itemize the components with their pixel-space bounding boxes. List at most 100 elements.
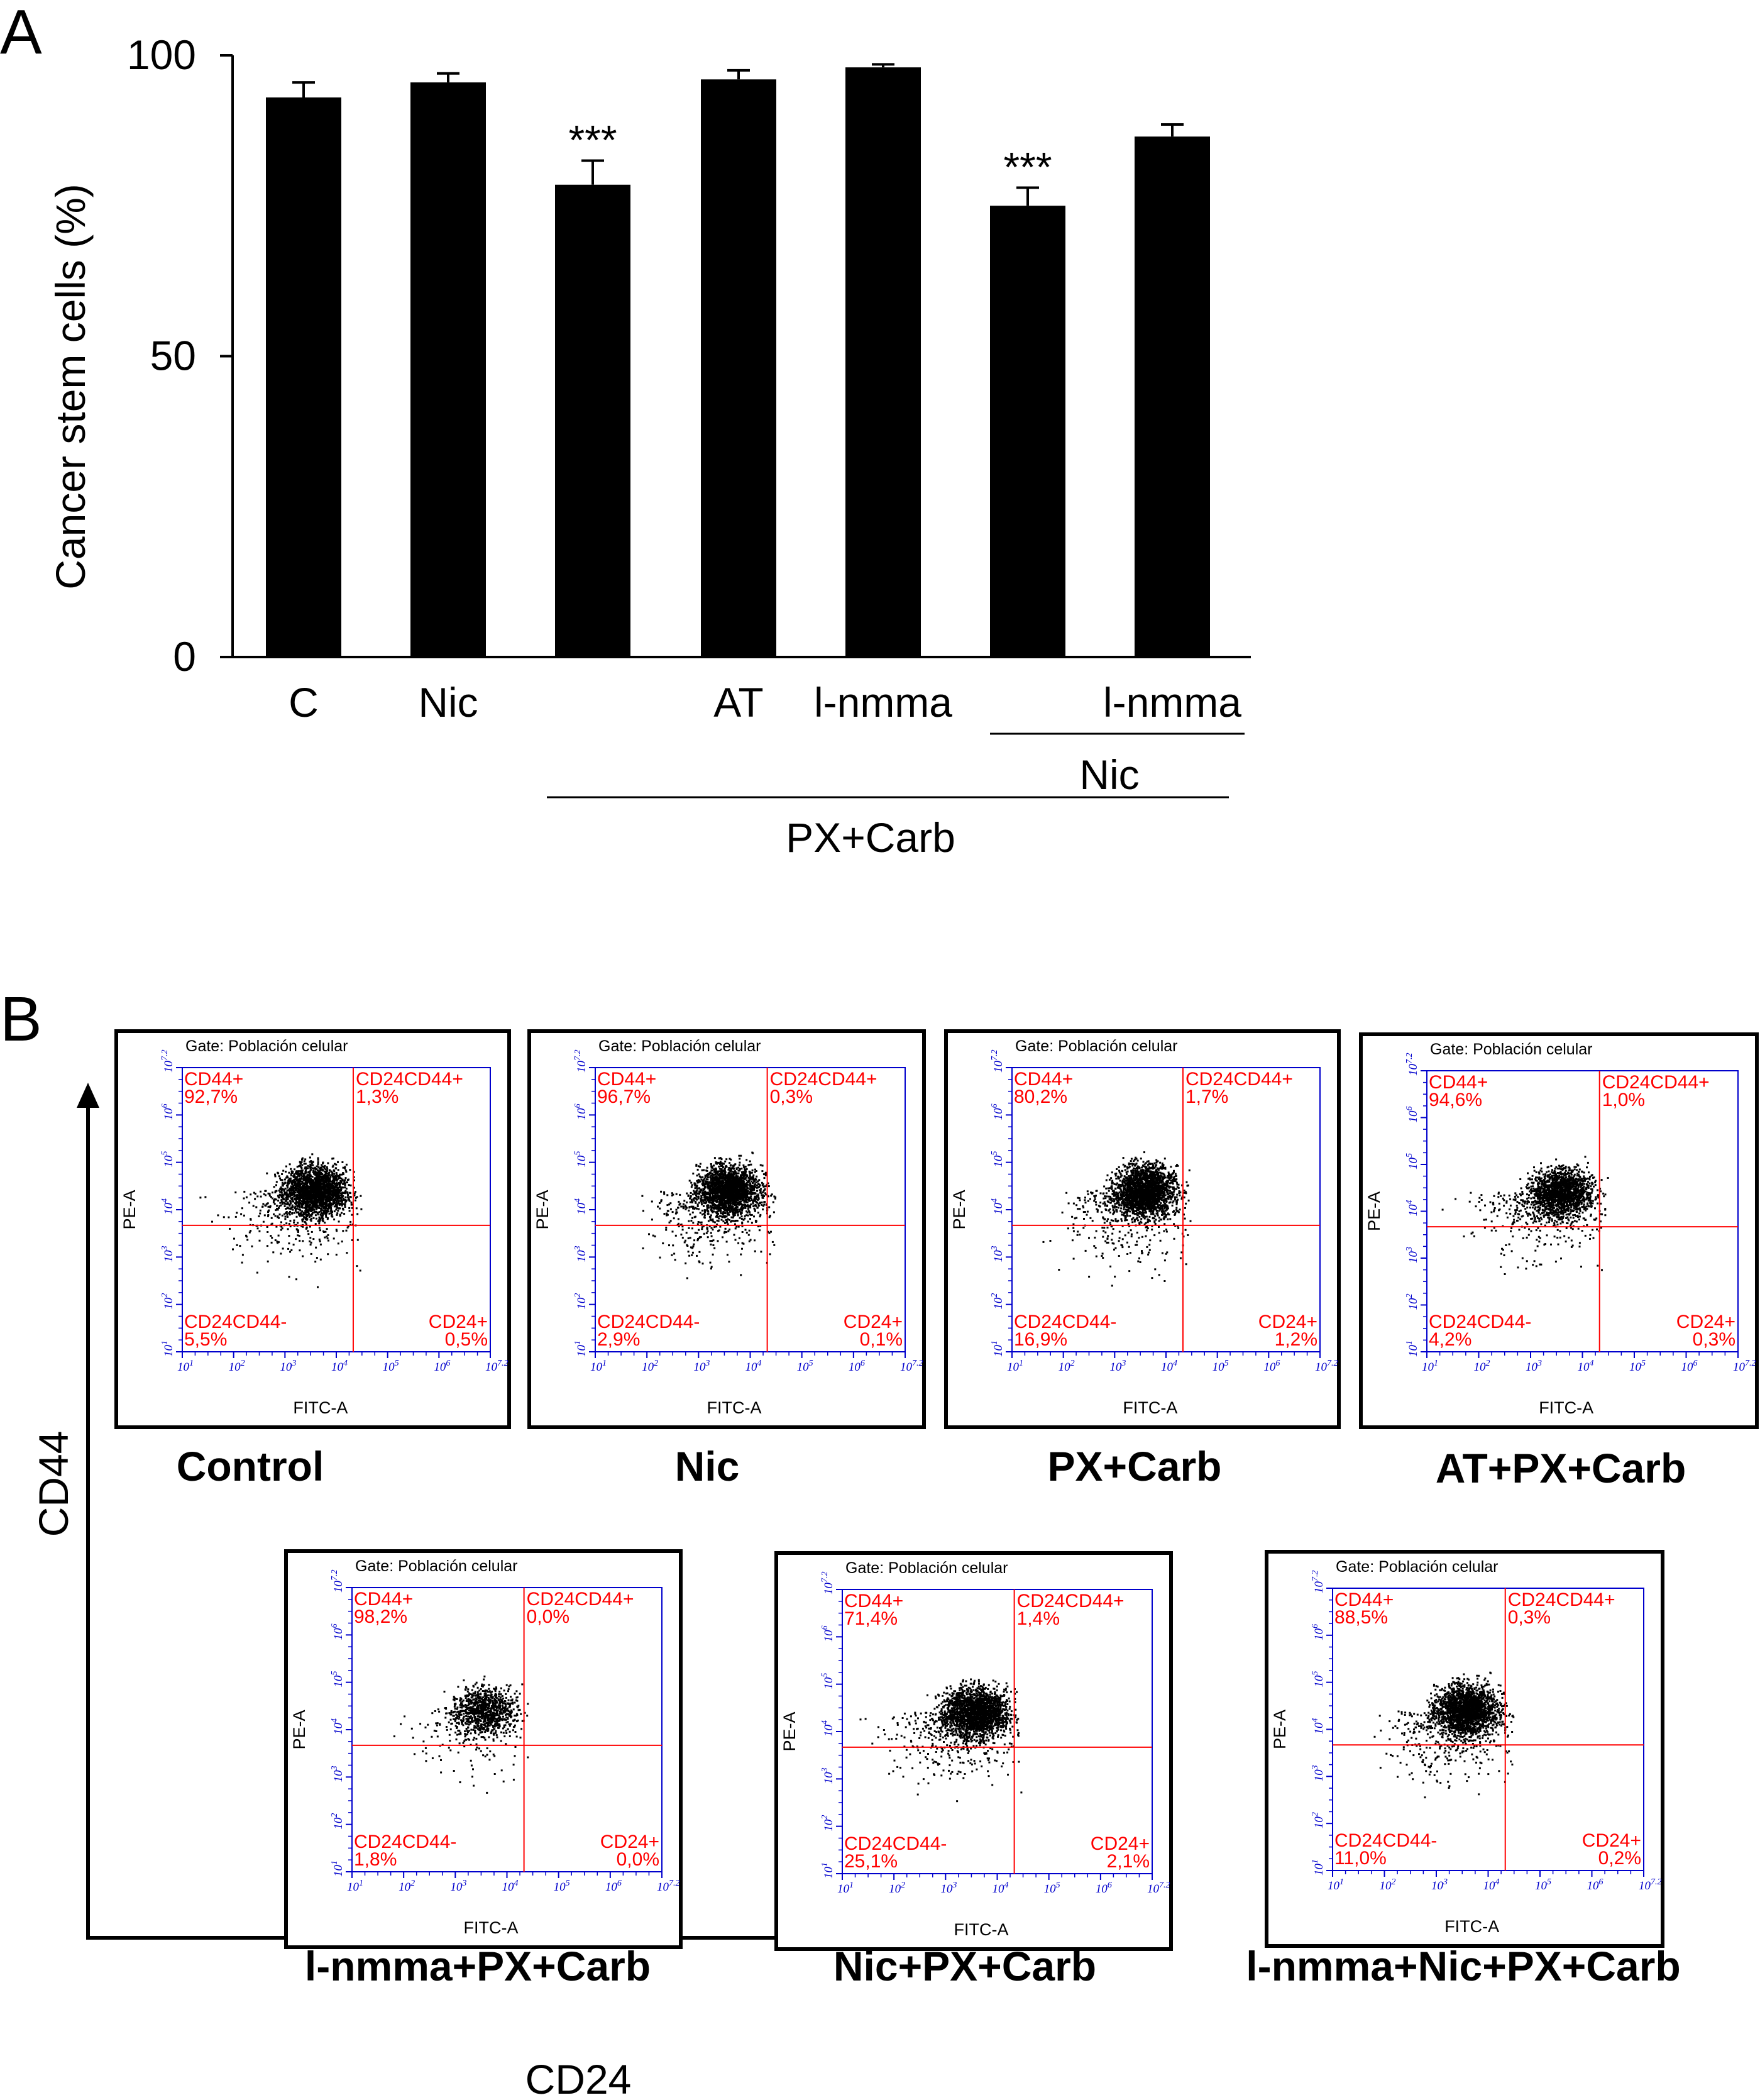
- dot: [329, 1190, 332, 1192]
- dot: [732, 1165, 735, 1168]
- dot: [287, 1180, 290, 1182]
- dot: [295, 1172, 297, 1174]
- dot: [729, 1195, 731, 1198]
- dot: [745, 1199, 747, 1202]
- dot: [728, 1261, 730, 1263]
- dot: [722, 1205, 724, 1207]
- dot: [344, 1184, 346, 1186]
- dot: [700, 1190, 702, 1192]
- dot: [751, 1199, 753, 1202]
- dot: [327, 1191, 329, 1194]
- dot: [756, 1175, 758, 1178]
- dot: [708, 1197, 711, 1200]
- dot: [757, 1205, 760, 1207]
- dot: [305, 1208, 308, 1210]
- dot: [730, 1220, 733, 1222]
- dot: [286, 1189, 289, 1191]
- dot: [738, 1164, 740, 1166]
- dot: [328, 1178, 330, 1181]
- dot: [698, 1181, 700, 1183]
- dot: [314, 1193, 317, 1195]
- dot: [316, 1165, 318, 1168]
- dot: [304, 1195, 306, 1198]
- dot: [744, 1166, 747, 1168]
- dot: [243, 1190, 246, 1193]
- dot: [652, 1234, 654, 1237]
- dot: [311, 1212, 314, 1214]
- dot: [720, 1185, 722, 1188]
- dot: [745, 1190, 747, 1191]
- dot: [331, 1194, 334, 1196]
- dot: [690, 1191, 692, 1194]
- dot: [317, 1200, 319, 1202]
- dot: [697, 1238, 699, 1240]
- dot: [725, 1215, 728, 1218]
- dot: [340, 1188, 343, 1190]
- dot: [328, 1212, 331, 1215]
- dot: [336, 1207, 339, 1209]
- dot: [740, 1274, 742, 1276]
- dot: [706, 1193, 708, 1195]
- dot: [699, 1221, 701, 1224]
- dot: [753, 1179, 756, 1181]
- dot: [277, 1195, 279, 1197]
- dot: [312, 1238, 315, 1241]
- dot: [319, 1203, 322, 1205]
- dot: [321, 1187, 324, 1190]
- dot: [336, 1191, 339, 1193]
- dot: [324, 1210, 327, 1212]
- dot: [738, 1208, 740, 1211]
- dot: [322, 1196, 324, 1199]
- dot: [701, 1226, 703, 1229]
- dot: [730, 1207, 733, 1209]
- dot: [720, 1210, 722, 1213]
- dot: [734, 1207, 737, 1209]
- dot: [319, 1229, 321, 1232]
- dot: [351, 1203, 353, 1206]
- dot: [727, 1230, 730, 1232]
- dot: [713, 1190, 716, 1193]
- dot: [306, 1203, 309, 1206]
- dot: [710, 1166, 713, 1169]
- dot: [308, 1209, 311, 1212]
- dot: [300, 1178, 302, 1180]
- dot: [741, 1173, 744, 1175]
- fitc-axis-label: FITC-A: [707, 1398, 761, 1417]
- dot: [300, 1177, 303, 1179]
- dot: [337, 1242, 339, 1245]
- tick-exponent: 6: [573, 1103, 583, 1108]
- dot: [248, 1231, 251, 1234]
- dot: [732, 1180, 734, 1182]
- dot: [307, 1211, 310, 1213]
- dot: [323, 1167, 326, 1169]
- dot: [710, 1171, 712, 1174]
- dot: [695, 1185, 698, 1186]
- dot: [255, 1206, 258, 1208]
- dot: [299, 1185, 300, 1188]
- dot: [347, 1225, 349, 1227]
- dot: [314, 1201, 317, 1203]
- dot: [701, 1183, 703, 1185]
- dot: [675, 1208, 678, 1211]
- dot: [312, 1184, 314, 1186]
- dot: [327, 1204, 329, 1207]
- dot: [671, 1230, 674, 1233]
- dot: [305, 1191, 307, 1193]
- dot: [744, 1168, 746, 1170]
- dot: [741, 1180, 744, 1183]
- dot: [321, 1192, 324, 1195]
- dot: [318, 1174, 321, 1177]
- dot: [767, 1195, 769, 1198]
- dot: [691, 1254, 693, 1256]
- pe-axis-label: PE-A: [120, 1190, 139, 1229]
- dot: [292, 1186, 294, 1188]
- dot: [293, 1176, 295, 1178]
- dot: [716, 1224, 718, 1225]
- dot: [314, 1166, 316, 1169]
- dot: [717, 1182, 720, 1185]
- dot: [295, 1228, 298, 1230]
- dot: [715, 1215, 718, 1217]
- dot: [701, 1199, 703, 1202]
- dot: [316, 1211, 318, 1213]
- dot: [289, 1220, 292, 1222]
